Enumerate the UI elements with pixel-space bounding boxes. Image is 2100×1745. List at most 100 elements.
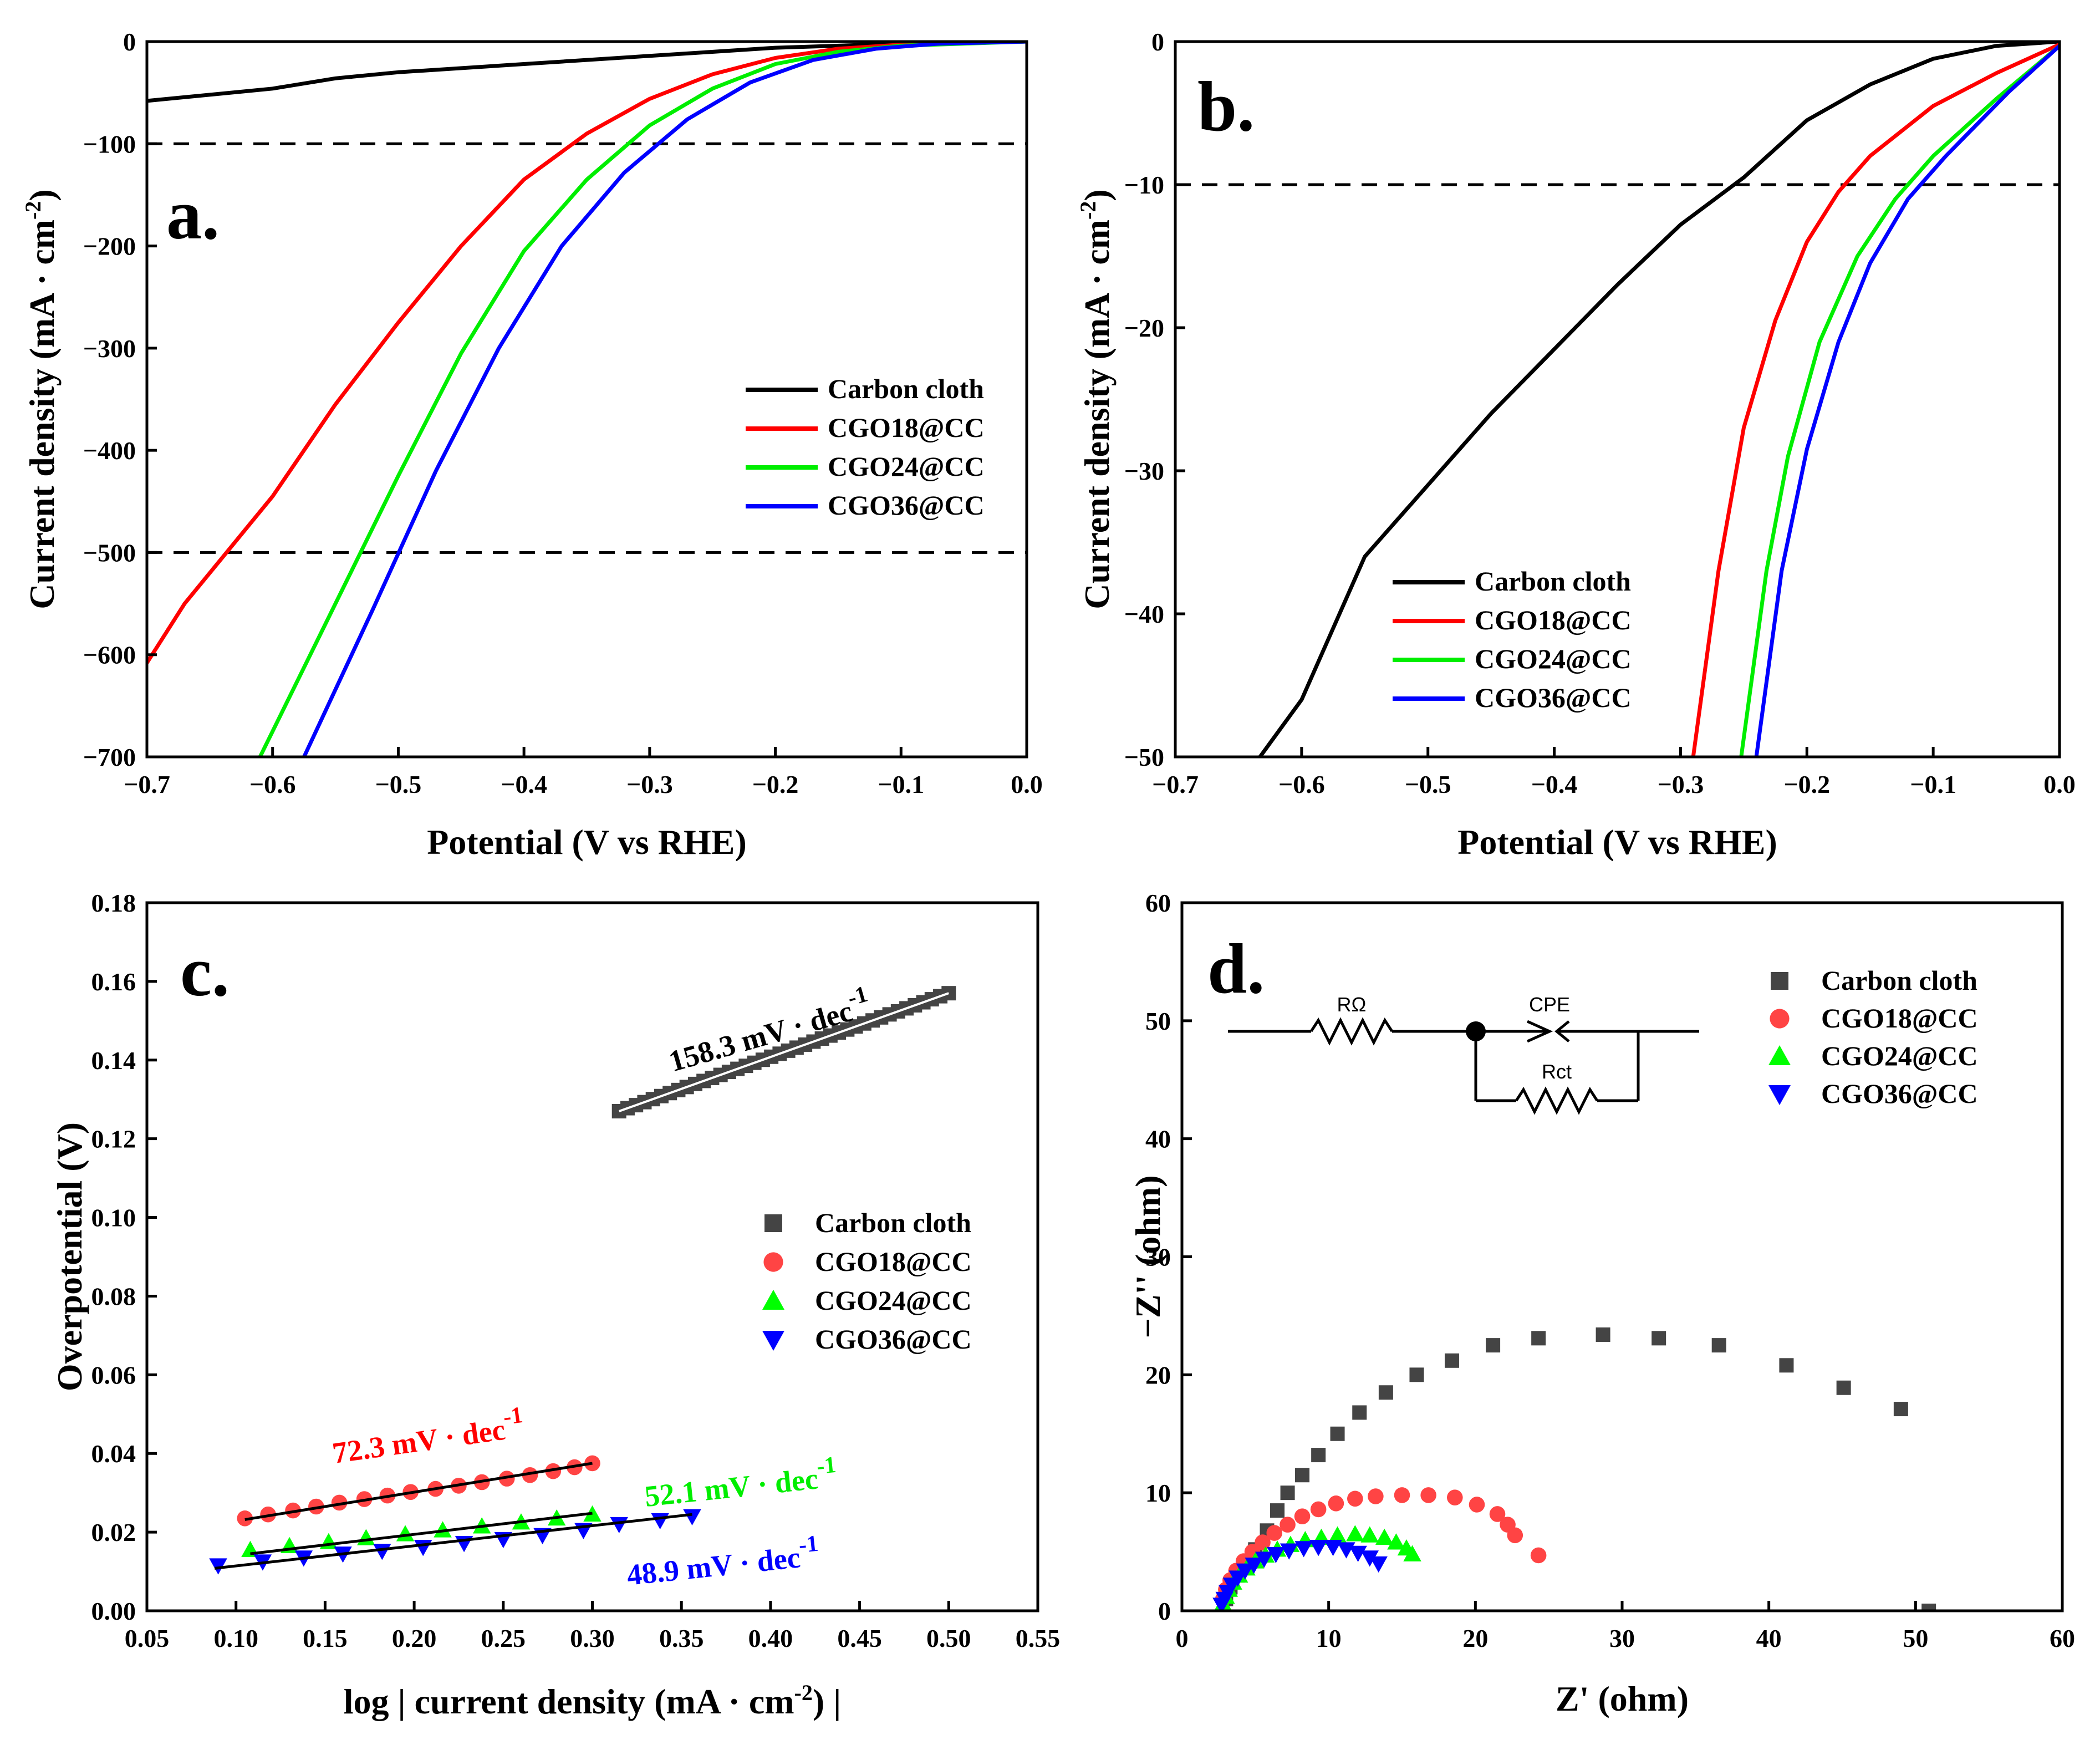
legend-label-cgo36-cc: CGO36@CC: [1821, 1078, 1978, 1109]
plot-area: [147, 42, 1027, 757]
y-tick-label: 0.16: [91, 968, 136, 996]
data-point-cgo36-cc: [373, 1544, 391, 1560]
data-point-cgo24-cc: [1375, 1528, 1394, 1545]
series-line-cgo36-cc: [302, 42, 1027, 757]
slope-annotation: 52.1 mV · dec-1: [642, 1452, 839, 1513]
series-line-carbon-cloth: [1258, 42, 2060, 757]
panel-c-tafel-chart: 0.05 0.10 0.15 0.20 0.25 0.30 0.35 0.40 0.45 0.50…: [50, 889, 1060, 1721]
data-point-cgo18-cc: [1489, 1506, 1506, 1522]
y-tick-label: −400: [83, 436, 136, 465]
legend-label-carbon-cloth: Carbon cloth: [815, 1207, 971, 1238]
legend-label-cgo36-cc: CGO36@CC: [1475, 682, 1632, 713]
legend-marker-cgo18-cc: [763, 1252, 783, 1272]
y-tick-label: 0.00: [91, 1597, 136, 1625]
x-axis-label: Z' (ohm): [1556, 1679, 1689, 1718]
x-tick-label: −0.5: [1405, 770, 1451, 798]
data-point-cgo36-cc: [1360, 1550, 1379, 1567]
legend-label-cgo24-cc: CGO24@CC: [1821, 1040, 1978, 1071]
resistor-r-ohm-symbol: [1309, 1017, 1394, 1046]
x-axis-label: Potential (V vs RHE): [1457, 822, 1777, 862]
x-tick-label: 0.35: [659, 1624, 704, 1652]
data-point-carbon-cloth: [1409, 1367, 1424, 1382]
data-point-cgo18-cc: [1530, 1547, 1547, 1564]
x-tick-label: −0.7: [1152, 770, 1199, 798]
data-point-cgo18-cc: [1347, 1490, 1363, 1507]
y-tick-label: −10: [1124, 171, 1164, 199]
y-tick-label: 0.10: [91, 1204, 136, 1232]
data-point-cgo24-cc: [1328, 1526, 1347, 1543]
x-tick-label: 0.15: [303, 1624, 348, 1652]
y-tick-label: 0: [123, 28, 136, 56]
y-tick-label: 10: [1145, 1479, 1171, 1507]
y-tick-label: 0.12: [91, 1125, 136, 1153]
y-tick-label: 0: [1151, 28, 1164, 56]
y-tick-label: 50: [1145, 1007, 1171, 1035]
x-tick-label: −0.7: [124, 770, 170, 798]
data-point-cgo36-cc: [651, 1513, 669, 1530]
y-tick-label: 40: [1145, 1125, 1171, 1153]
y-axis-label: Overpotential (V): [50, 1122, 89, 1391]
data-point-carbon-cloth: [1311, 1448, 1326, 1463]
circuit-label-rct: Rct: [1542, 1060, 1572, 1083]
y-axis-label: Current density (mA · cm-2): [1076, 189, 1117, 609]
y-tick-label: 0.14: [91, 1046, 136, 1075]
legend-marker-cgo36-cc: [762, 1331, 784, 1351]
y-tick-label: 30: [1145, 1243, 1171, 1271]
data-point-cgo18-cc: [1420, 1487, 1436, 1503]
legend-label-cgo24-cc: CGO24@CC: [828, 451, 985, 482]
data-point-cgo18-cc: [331, 1494, 348, 1511]
circuit-node: [1466, 1021, 1486, 1041]
data-point-cgo18-cc: [1368, 1488, 1384, 1504]
data-point-cgo36-cc: [1236, 1563, 1255, 1580]
data-point-cgo18-cc: [1446, 1489, 1463, 1505]
y-tick-label: 0.04: [91, 1439, 136, 1468]
data-point-cgo18-cc: [1469, 1497, 1485, 1513]
data-point-cgo24-cc: [1360, 1526, 1379, 1543]
data-point-cgo36-cc: [610, 1517, 628, 1534]
y-tick-label: −50: [1124, 743, 1164, 771]
data-point-cgo18-cc: [522, 1467, 538, 1483]
y-tick-label: 60: [1145, 889, 1171, 917]
x-tick-label: −0.5: [375, 770, 422, 798]
y-tick-label: −30: [1124, 457, 1164, 485]
legend-marker-cgo24-cc: [1768, 1045, 1791, 1065]
cpe-symbol: [1526, 1020, 1553, 1043]
data-point-cgo18-cc: [545, 1463, 562, 1479]
y-tick-label: −700: [83, 743, 136, 771]
y-axis-label: Current density (mA · cm-2): [21, 189, 62, 609]
legend-label-cgo36-cc: CGO36@CC: [815, 1324, 972, 1355]
y-tick-label: −200: [83, 232, 136, 261]
x-tick-label: −0.4: [1531, 770, 1578, 798]
y-tick-label: −20: [1124, 314, 1164, 342]
x-tick-label: −0.2: [752, 770, 799, 798]
legend: Carbon cloth CGO18@CC CGO24@CC CGO36@CC: [1393, 566, 1632, 713]
data-point-carbon-cloth: [1270, 1503, 1285, 1518]
x-tick-label: 0.50: [926, 1624, 971, 1652]
series-line-carbon-cloth: [147, 42, 1027, 103]
x-tick-label: 0.25: [481, 1624, 526, 1652]
y-tick-label: 20: [1145, 1361, 1171, 1389]
data-point-carbon-cloth: [1711, 1338, 1726, 1353]
data-point-cgo36-cc: [1267, 1546, 1285, 1564]
data-point-carbon-cloth: [1352, 1405, 1367, 1420]
data-point-cgo18-cc: [1328, 1495, 1344, 1512]
data-point-cgo18-cc: [1294, 1508, 1311, 1525]
data-point-cgo36-cc: [1324, 1540, 1342, 1556]
y-tick-label: −40: [1124, 600, 1164, 628]
x-tick-label: −0.4: [501, 770, 547, 798]
data-point-cgo18-cc: [308, 1498, 324, 1515]
legend-label-cgo24-cc: CGO24@CC: [1475, 643, 1632, 674]
data-point-cgo18-cc: [1255, 1534, 1271, 1550]
series-line-cgo24-cc: [1739, 44, 2060, 757]
panel-d-nyquist-chart: 0 10 20 30 40 50 60 0 10 20 30 40 50 60 Z' (ohm) −Z'' (…: [1128, 889, 2075, 1718]
data-point-carbon-cloth: [1893, 1402, 1908, 1417]
x-tick-label: −0.6: [1278, 770, 1325, 798]
data-point-carbon-cloth: [1836, 1380, 1851, 1395]
fit-line-cgo18-cc: [244, 1462, 593, 1521]
data-point-cgo18-cc: [1507, 1527, 1523, 1544]
data-point-carbon-cloth: [1596, 1327, 1610, 1342]
x-tick-label: 0.0: [2043, 770, 2076, 798]
x-tick-label: 0.30: [570, 1624, 615, 1652]
x-tick-label: 60: [2050, 1624, 2075, 1652]
y-tick-label: −600: [83, 641, 136, 669]
